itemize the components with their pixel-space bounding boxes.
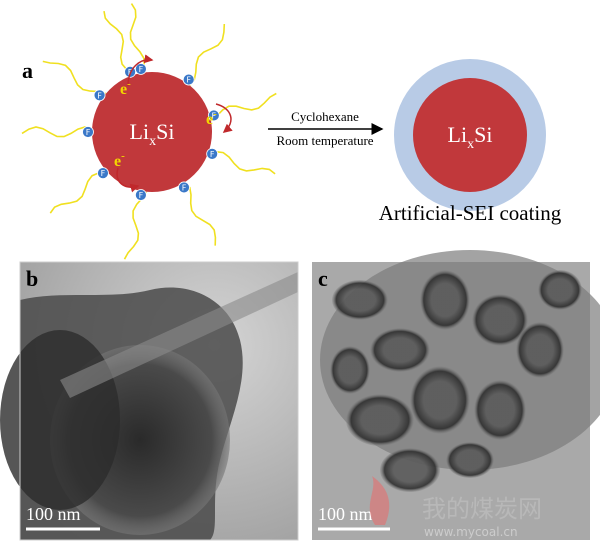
ligand-atom-label: F xyxy=(139,65,144,74)
ligand-atom-label: F xyxy=(86,128,91,137)
text: Li xyxy=(130,119,150,144)
panel-label: c xyxy=(318,266,328,291)
text: - xyxy=(213,108,217,120)
particle xyxy=(474,380,526,440)
ligand xyxy=(103,10,134,76)
ligand-atom-label: F xyxy=(101,169,106,178)
text: e xyxy=(114,153,121,170)
particle xyxy=(516,322,564,378)
watermark-url: www.mycoal.cn xyxy=(424,525,518,539)
text: x xyxy=(149,134,156,149)
text: - xyxy=(121,150,125,162)
ligand-atom xyxy=(206,147,219,160)
arrow-label: Room temperature xyxy=(276,133,373,148)
watermark: 我的煤炭网 xyxy=(422,495,542,523)
electron-arrow xyxy=(116,167,140,193)
particle xyxy=(332,280,388,320)
ligand xyxy=(189,23,226,86)
ligand-atom xyxy=(182,73,195,86)
ligand-atom xyxy=(82,126,94,138)
particle xyxy=(346,394,414,446)
text: x xyxy=(467,137,474,152)
particle xyxy=(472,294,528,346)
ligand-atom-label: F xyxy=(210,150,215,159)
text: e xyxy=(206,111,213,128)
particle-label: LixSi xyxy=(448,122,493,152)
ligands xyxy=(21,3,277,260)
ligand-atom-label: F xyxy=(212,111,217,120)
ligand xyxy=(123,191,147,260)
ligand-atom-label: F xyxy=(182,183,187,192)
electron: e- xyxy=(120,78,131,98)
particle xyxy=(410,366,470,434)
text: e xyxy=(120,81,127,98)
electron: e- xyxy=(114,150,125,170)
ligand xyxy=(210,92,277,122)
panel-label: b xyxy=(26,266,38,291)
text: Si xyxy=(156,119,174,144)
electron: e- xyxy=(206,108,217,128)
particle xyxy=(420,270,470,330)
watermark-logo xyxy=(369,476,390,525)
particle xyxy=(330,346,370,394)
particle xyxy=(538,270,582,310)
scale-bar-label: 100 nm xyxy=(26,504,81,524)
scale-bar-label: 100 nm xyxy=(318,504,373,524)
ligand-atom xyxy=(93,89,106,102)
text: - xyxy=(127,78,131,90)
ligand-atom-label: F xyxy=(186,76,191,85)
particle-label: LixSi xyxy=(130,119,175,149)
ligand-atom xyxy=(97,167,109,180)
particle xyxy=(92,72,212,192)
ligand xyxy=(129,3,146,74)
particle xyxy=(370,328,430,372)
arrow-label: Cyclohexane xyxy=(291,109,359,124)
tem-image xyxy=(0,261,299,541)
particle xyxy=(446,442,494,478)
ligand xyxy=(42,60,106,95)
ligand xyxy=(21,126,93,138)
panel-label: a xyxy=(22,58,33,83)
tem-image xyxy=(312,250,600,540)
particle xyxy=(380,448,440,492)
electron-arrow xyxy=(127,54,154,87)
text: Li xyxy=(448,122,468,147)
electron-arrow xyxy=(215,103,233,133)
ligand-atom xyxy=(178,181,190,194)
ligand xyxy=(49,170,108,214)
particle xyxy=(413,78,527,192)
ligand xyxy=(184,181,217,246)
ligand-atom-label: F xyxy=(139,191,144,200)
ligand-atom xyxy=(134,63,147,75)
caption: Artificial-SEI coating xyxy=(379,201,562,225)
ligand-atom xyxy=(207,109,220,122)
ligand xyxy=(207,150,276,175)
text: Si xyxy=(474,122,492,147)
ligand-atom-label: F xyxy=(97,91,102,100)
